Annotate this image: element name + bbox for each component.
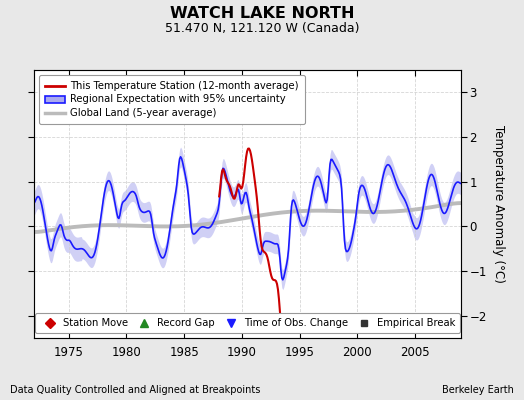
Text: WATCH LAKE NORTH: WATCH LAKE NORTH	[170, 6, 354, 21]
Legend: Station Move, Record Gap, Time of Obs. Change, Empirical Break: Station Move, Record Gap, Time of Obs. C…	[35, 313, 460, 333]
Text: 1990: 1990	[227, 346, 257, 359]
Text: 1980: 1980	[112, 346, 141, 359]
Text: 1975: 1975	[54, 346, 84, 359]
Text: 1995: 1995	[285, 346, 314, 359]
Y-axis label: Temperature Anomaly (°C): Temperature Anomaly (°C)	[493, 125, 505, 283]
Text: 2005: 2005	[400, 346, 430, 359]
Text: 1985: 1985	[169, 346, 199, 359]
Text: 2000: 2000	[342, 346, 372, 359]
Text: 51.470 N, 121.120 W (Canada): 51.470 N, 121.120 W (Canada)	[165, 22, 359, 35]
Text: Data Quality Controlled and Aligned at Breakpoints: Data Quality Controlled and Aligned at B…	[10, 385, 261, 395]
Text: Berkeley Earth: Berkeley Earth	[442, 385, 514, 395]
